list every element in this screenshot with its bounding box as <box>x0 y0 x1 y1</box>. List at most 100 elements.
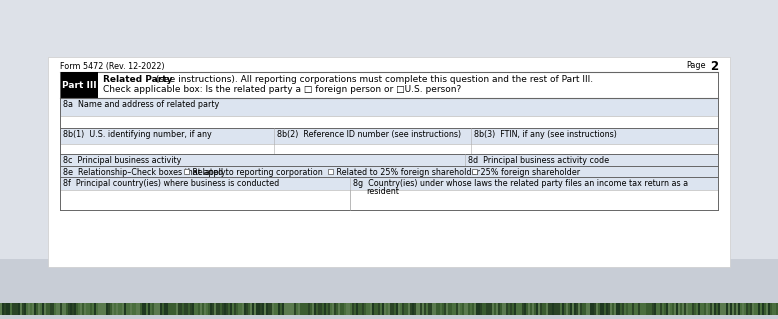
Bar <box>156 303 158 315</box>
Bar <box>420 303 422 315</box>
Bar <box>154 303 156 315</box>
Bar <box>568 303 570 315</box>
Bar <box>374 303 376 315</box>
Bar <box>272 303 274 315</box>
Bar <box>222 303 224 315</box>
Bar <box>350 303 352 315</box>
Bar <box>238 303 240 315</box>
Bar <box>714 303 716 315</box>
Bar <box>764 303 766 315</box>
Bar <box>176 303 178 315</box>
Bar <box>328 303 330 315</box>
Bar <box>300 303 302 315</box>
Bar <box>768 303 770 315</box>
Bar <box>162 303 164 315</box>
Bar <box>490 303 492 315</box>
Bar <box>676 303 678 315</box>
Bar <box>722 303 724 315</box>
Bar <box>590 303 592 315</box>
Bar <box>270 303 272 315</box>
Bar <box>248 303 250 315</box>
Bar <box>728 303 730 315</box>
Bar <box>60 72 98 98</box>
Bar <box>70 303 72 315</box>
Bar <box>4 303 6 315</box>
Bar <box>662 303 664 315</box>
Text: Part III: Part III <box>61 80 96 90</box>
Text: (see instructions). All reporting corporations must complete this question and t: (see instructions). All reporting corpor… <box>153 75 593 84</box>
Bar <box>380 303 382 315</box>
Text: 2: 2 <box>710 60 718 72</box>
Bar <box>60 128 718 144</box>
Bar <box>264 303 266 315</box>
Bar <box>16 303 18 315</box>
Bar <box>366 303 368 315</box>
Bar <box>250 303 252 315</box>
Bar <box>28 303 30 315</box>
Bar <box>432 303 434 315</box>
Bar <box>702 303 704 315</box>
Bar <box>562 303 564 315</box>
Bar <box>400 303 402 315</box>
Bar <box>320 303 322 315</box>
Bar <box>642 303 644 315</box>
Bar <box>474 303 476 315</box>
Bar <box>770 303 772 315</box>
Bar <box>72 303 74 315</box>
Bar <box>56 303 58 315</box>
Bar <box>518 303 520 315</box>
Bar <box>174 303 176 315</box>
Bar <box>334 303 336 315</box>
Bar <box>310 303 312 315</box>
Bar <box>306 303 308 315</box>
Bar <box>538 303 540 315</box>
Bar <box>2 303 4 315</box>
Bar <box>460 303 462 315</box>
Bar <box>288 303 290 315</box>
Bar <box>160 303 162 315</box>
Bar <box>774 303 776 315</box>
Bar <box>332 303 334 315</box>
Bar <box>576 303 578 315</box>
Bar <box>708 303 710 315</box>
Bar <box>752 303 754 315</box>
Bar <box>554 303 556 315</box>
Bar <box>358 303 360 315</box>
Bar <box>636 303 638 315</box>
Bar <box>750 303 752 315</box>
Bar <box>572 303 574 315</box>
Bar <box>106 303 108 315</box>
Bar <box>144 303 146 315</box>
Bar <box>308 303 310 315</box>
Bar <box>48 303 50 315</box>
Bar <box>208 303 210 315</box>
Bar <box>126 303 128 315</box>
Bar <box>142 303 144 315</box>
Bar <box>194 303 196 315</box>
Bar <box>472 303 474 315</box>
Bar <box>286 303 288 315</box>
Bar <box>88 303 90 315</box>
Bar <box>190 303 192 315</box>
Bar <box>524 303 526 315</box>
Bar <box>544 303 546 315</box>
Bar <box>604 303 606 315</box>
Bar <box>522 303 524 315</box>
Bar <box>134 303 136 315</box>
Bar <box>48 57 730 267</box>
Bar <box>42 303 44 315</box>
Bar <box>520 303 522 315</box>
Bar <box>496 303 498 315</box>
Bar <box>196 303 198 315</box>
Bar <box>482 303 484 315</box>
Bar <box>634 303 636 315</box>
Bar <box>494 303 496 315</box>
Bar <box>516 303 518 315</box>
Bar <box>166 303 168 315</box>
Bar <box>60 166 718 177</box>
Text: 8e  Relationship–Check boxes that apply:: 8e Relationship–Check boxes that apply: <box>63 168 228 177</box>
Bar <box>582 303 584 315</box>
Bar <box>82 303 84 315</box>
Bar <box>274 303 276 315</box>
Bar <box>260 303 262 315</box>
